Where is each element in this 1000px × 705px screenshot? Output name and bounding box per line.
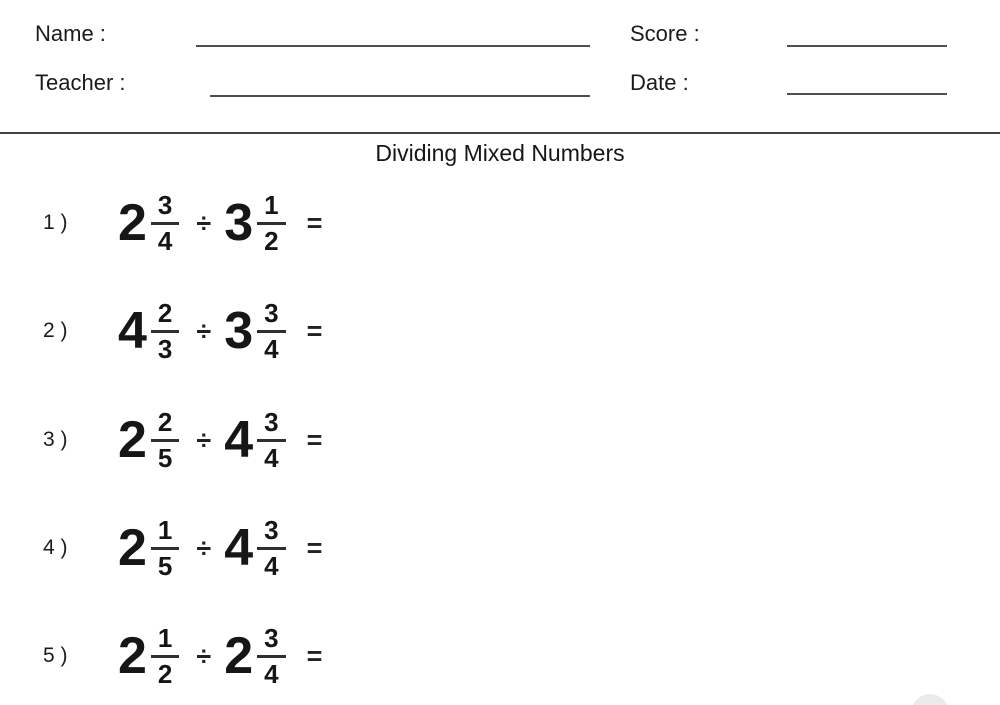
- first-fraction: 2 5: [150, 407, 180, 473]
- equals-sign: =: [306, 532, 323, 563]
- fraction-denominator: 4: [264, 333, 279, 364]
- fraction-denominator: 4: [264, 442, 279, 473]
- second-whole-number: 4: [224, 411, 254, 469]
- problem-number: 5 ): [43, 644, 68, 667]
- teacher-fill-line[interactable]: [210, 95, 590, 97]
- date-fill-line[interactable]: [787, 93, 947, 95]
- fraction-bar: [150, 438, 180, 442]
- second-whole-number: 3: [224, 194, 254, 252]
- fraction-numerator: 2: [157, 298, 173, 329]
- fraction-bar: [150, 221, 180, 225]
- division-sign: ÷: [196, 424, 212, 455]
- problem-number: 2 ): [43, 319, 68, 342]
- fraction-bar: [257, 438, 286, 442]
- first-fraction: 3 4: [150, 190, 180, 256]
- problem-number: 4 ): [43, 536, 68, 559]
- first-whole-number: 4: [118, 302, 147, 360]
- first-whole-number: 2: [118, 194, 147, 252]
- division-sign: ÷: [196, 532, 212, 563]
- fraction-numerator: 3: [264, 407, 279, 438]
- fraction-denominator: 4: [264, 658, 279, 689]
- equation: 2 2 5 ÷ 4 3 4 =: [118, 408, 322, 471]
- fraction-numerator: 1: [264, 190, 279, 221]
- first-fraction: 2 3: [150, 298, 180, 364]
- second-fraction: 3 4: [257, 298, 286, 364]
- header-divider: [0, 132, 1000, 134]
- fraction-bar: [257, 546, 286, 550]
- fraction-denominator: 5: [157, 442, 173, 473]
- equation: 2 1 2 ÷ 2 3 4 =: [118, 624, 322, 687]
- first-whole-number: 2: [118, 519, 147, 577]
- name-fill-line[interactable]: [196, 45, 590, 47]
- worksheet-title: Dividing Mixed Numbers: [375, 140, 625, 166]
- first-fraction: 1 5: [150, 515, 180, 581]
- fraction-denominator: 4: [264, 550, 279, 581]
- equals-sign: =: [306, 640, 323, 671]
- second-fraction: 1 2: [257, 190, 286, 256]
- division-sign: ÷: [196, 207, 212, 238]
- first-fraction: 1 2: [150, 623, 180, 689]
- score-fill-line[interactable]: [787, 45, 947, 47]
- problem-row-2: 2 ) 4 2 3 ÷ 3 3 4 =: [0, 293, 1000, 369]
- second-fraction: 3 4: [257, 407, 286, 473]
- problem-number: 3 ): [43, 428, 68, 451]
- equals-sign: =: [306, 424, 323, 455]
- second-whole-number: 2: [224, 627, 254, 685]
- problem-row-5: 5 ) 2 1 2 ÷ 2 3 4 =: [0, 618, 1000, 694]
- second-whole-number: 4: [224, 519, 254, 577]
- fraction-numerator: 2: [157, 407, 173, 438]
- teacher-label: Teacher :: [35, 70, 126, 95]
- fraction-bar: [150, 546, 180, 550]
- first-whole-number: 2: [118, 627, 147, 685]
- fraction-numerator: 3: [264, 515, 279, 546]
- fraction-bar: [150, 329, 180, 333]
- problem-row-1: 1 ) 2 3 4 ÷ 3 1 2 =: [0, 185, 1000, 261]
- problem-row-4: 4 ) 2 1 5 ÷ 4 3 4 =: [0, 510, 1000, 586]
- fraction-denominator: 2: [157, 658, 173, 689]
- fraction-denominator: 2: [264, 225, 279, 256]
- equation: 2 1 5 ÷ 4 3 4 =: [118, 516, 322, 579]
- fraction-bar: [150, 654, 180, 658]
- equation: 2 3 4 ÷ 3 1 2 =: [118, 191, 322, 254]
- first-whole-number: 2: [118, 411, 147, 469]
- second-fraction: 3 4: [257, 515, 286, 581]
- problem-number: 1 ): [43, 211, 68, 234]
- fraction-denominator: 5: [157, 550, 173, 581]
- second-whole-number: 3: [224, 302, 254, 360]
- second-fraction: 3 4: [257, 623, 286, 689]
- fraction-bar: [257, 654, 286, 658]
- fraction-numerator: 3: [264, 623, 279, 654]
- equals-sign: =: [306, 207, 323, 238]
- fraction-numerator: 3: [264, 298, 279, 329]
- fraction-bar: [257, 329, 286, 333]
- fraction-numerator: 1: [157, 515, 173, 546]
- fraction-numerator: 3: [157, 190, 173, 221]
- fraction-numerator: 1: [157, 623, 173, 654]
- name-label: Name :: [35, 21, 106, 46]
- fraction-bar: [257, 221, 286, 225]
- fraction-denominator: 3: [157, 333, 173, 364]
- equation: 4 2 3 ÷ 3 3 4 =: [118, 299, 322, 362]
- bottom-edge-circle: [911, 694, 949, 705]
- division-sign: ÷: [196, 640, 212, 671]
- problem-row-3: 3 ) 2 2 5 ÷ 4 3 4 =: [0, 402, 1000, 478]
- division-sign: ÷: [196, 315, 212, 346]
- date-label: Date :: [630, 70, 689, 95]
- fraction-denominator: 4: [157, 225, 173, 256]
- equals-sign: =: [306, 315, 323, 346]
- score-label: Score :: [630, 21, 700, 46]
